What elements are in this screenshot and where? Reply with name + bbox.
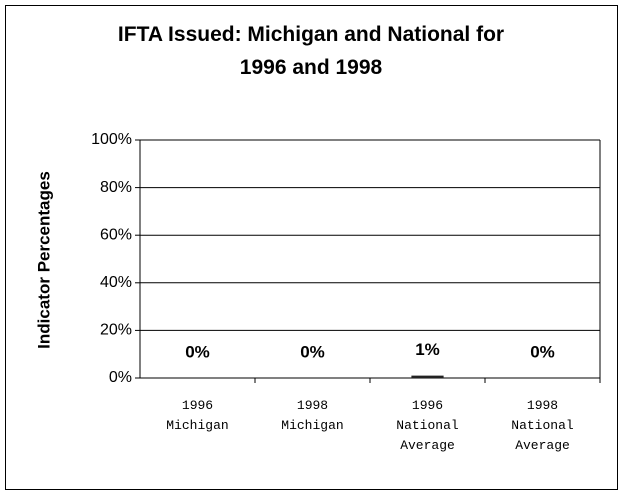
chart-title: IFTA Issued: Michigan and National for 19… <box>118 23 504 79</box>
chart-border <box>5 5 618 490</box>
value-label: 0% <box>300 342 325 361</box>
y-tick-label: 40% <box>100 274 132 291</box>
y-tick-label: 20% <box>100 322 132 339</box>
value-label: 0% <box>530 342 555 361</box>
value-label: 1% <box>415 340 440 359</box>
value-label: 0% <box>185 342 210 361</box>
y-tick-label: 80% <box>100 179 132 196</box>
x-tick-label: 1998 Michigan <box>281 398 343 433</box>
bar <box>411 375 444 378</box>
y-tick-label: 60% <box>100 226 132 243</box>
x-tick-label: 1998 National Average <box>511 398 574 453</box>
y-tick-label: 100% <box>91 131 132 148</box>
y-tick-label: 0% <box>109 369 132 386</box>
y-axis-label: Indicator Percentages <box>34 171 53 349</box>
x-tick-label: 1996 Michigan <box>166 398 228 433</box>
x-tick-label: 1996 National Average <box>396 398 459 453</box>
